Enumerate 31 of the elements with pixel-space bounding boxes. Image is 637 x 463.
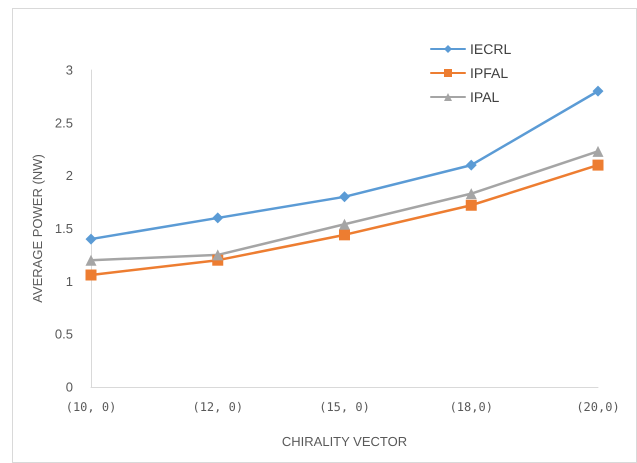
x-tick-label: (10, 0) xyxy=(66,400,116,414)
x-tick-label: (12, 0) xyxy=(192,400,244,414)
x-tick-label: (20,0) xyxy=(576,400,620,414)
point xyxy=(86,269,96,280)
legend-label: IECRL xyxy=(470,41,512,57)
point xyxy=(466,200,477,211)
y-tick-label: 0.5 xyxy=(54,326,73,342)
point xyxy=(86,254,96,266)
y-tick-label: 1.5 xyxy=(54,221,73,236)
point xyxy=(212,249,224,260)
point xyxy=(339,229,350,240)
legend-label: IPAL xyxy=(470,89,500,105)
point xyxy=(592,146,604,157)
y-tick-label: 0 xyxy=(66,380,73,394)
x-tick-label: (15, 0) xyxy=(319,400,370,414)
legend-label: IPFAL xyxy=(470,65,508,81)
point xyxy=(339,218,350,230)
y-tick-label: 1 xyxy=(66,274,73,289)
y-tick-label: 2 xyxy=(66,168,73,184)
point xyxy=(212,212,224,224)
point xyxy=(592,86,604,97)
x-axis-title: CHIRALITY VECTOR xyxy=(282,434,408,449)
y-tick-label: 3 xyxy=(66,62,73,78)
y-axis-title: AVERAGE POWER (NW) xyxy=(30,154,46,303)
point xyxy=(339,191,350,202)
point xyxy=(86,234,96,245)
point xyxy=(466,188,477,200)
y-tick-label: 2.5 xyxy=(54,115,73,130)
x-tick-label: (18,0) xyxy=(450,400,493,414)
point xyxy=(466,160,477,171)
point xyxy=(592,160,604,171)
